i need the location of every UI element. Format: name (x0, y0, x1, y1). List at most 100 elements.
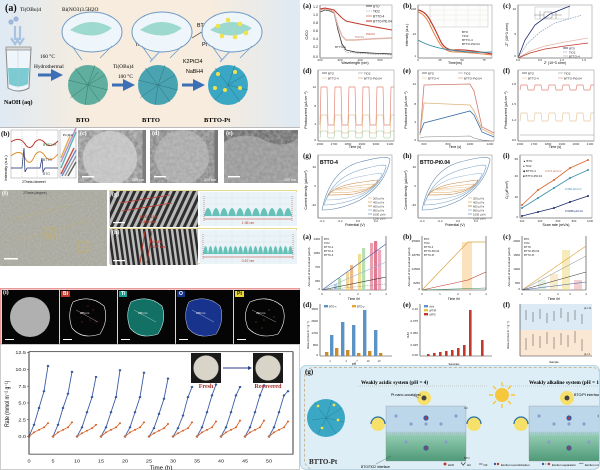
svg-text:160 °C: 160 °C (40, 53, 55, 60)
svg-text:0.5: 0.5 (538, 58, 543, 62)
svg-text:Exciton recombination: Exciton recombination (501, 463, 530, 467)
svg-text:1.0: 1.0 (313, 13, 318, 17)
svg-text:0: 0 (318, 287, 320, 291)
svg-text:Pt0.04: Pt0.04 (366, 32, 375, 36)
svg-text:200: 200 (317, 58, 322, 62)
svg-text:0.4: 0.4 (313, 37, 318, 41)
svg-text:Pt (111): Pt (111) (63, 133, 73, 137)
svg-text:Current density (µA/cm²): Current density (µA/cm²) (404, 170, 408, 209)
svg-text:1700: 1700 (531, 142, 538, 146)
svg-text:18750: 18750 (412, 253, 421, 257)
svg-text:400: 400 (538, 219, 543, 223)
svg-text:0: 0 (417, 58, 419, 62)
svg-text:BTTO-4: BTTO-4 (528, 77, 539, 81)
svg-text:Amount of H2 evolved (µmol): Amount of H2 evolved (µmol) (407, 248, 411, 287)
svg-text:1.2: 1.2 (313, 5, 318, 9)
svg-text:10: 10 (513, 7, 517, 11)
svg-text:H2: H2 (467, 463, 471, 467)
svg-text:TiO2: TiO2 (324, 241, 330, 245)
svg-text:200 nm: 200 nm (132, 178, 144, 182)
svg-text:200 nm: 200 nm (284, 178, 296, 182)
svg-text:uVis: uVis (429, 305, 435, 309)
svg-text:1: 1 (539, 292, 541, 296)
svg-text:1000: 1000 (513, 267, 520, 271)
svg-text:1: 1 (339, 292, 341, 296)
svg-text:BTO: BTO (524, 237, 529, 241)
svg-text:BTTO-4: BTTO-4 (424, 245, 434, 249)
svg-text:BTTO-Pt: BTTO-Pt (43, 143, 56, 147)
svg-text:0: 0 (521, 292, 523, 296)
svg-text:◆ BTTO-4: ◆ BTTO-4 (523, 169, 536, 173)
svg-text:Potential (V): Potential (V) (445, 223, 465, 227)
svg-text:O2: O2 (484, 463, 488, 467)
svg-text:2800: 2800 (345, 142, 352, 146)
svg-text:b: b (81, 246, 84, 252)
svg-text:-40: -40 (312, 203, 317, 207)
svg-text:600: 600 (421, 142, 426, 146)
svg-text:TiO2: TiO2 (524, 241, 530, 245)
svg-text:1.2: 1.2 (512, 118, 517, 122)
svg-text:1200 µV/s: 1200 µV/s (473, 217, 486, 221)
svg-text:1.8: 1.8 (512, 82, 517, 86)
svg-text:2000: 2000 (573, 142, 580, 146)
svg-text:0: 0 (516, 215, 518, 219)
svg-text:Pt0.04: Pt0.04 (355, 35, 364, 39)
svg-text:TiO2: TiO2 (364, 72, 371, 76)
svg-text:6250: 6250 (413, 281, 420, 285)
svg-text:uFTIR: uFTIR (429, 309, 436, 313)
svg-text:40: 40 (413, 165, 417, 169)
svg-text:60: 60 (515, 157, 519, 161)
svg-text:▲ BTO: ▲ BTO (523, 159, 533, 163)
svg-text:4: 4 (345, 359, 347, 363)
svg-text:Cj (µF/cm²): Cj (µF/cm²) (505, 181, 509, 199)
svg-text:13: 13 (377, 359, 381, 363)
svg-text:BTTO-Pt0.04: BTTO-Pt0.04 (464, 77, 482, 81)
svg-text:TiO2: TiO2 (564, 72, 571, 76)
svg-text:Pt nano-cocatalyst: Pt nano-cocatalyst (391, 393, 421, 397)
svg-text:Rate (mmol m⁻² g⁻¹): Rate (mmol m⁻² g⁻¹) (506, 321, 510, 349)
svg-text:1.5: 1.5 (512, 102, 517, 106)
svg-text:1.96 nm: 1.96 nm (242, 221, 255, 225)
svg-text:Time (s): Time (s) (449, 145, 461, 149)
svg-text:-0.2: -0.2 (337, 219, 343, 223)
svg-text:10: 10 (366, 359, 370, 363)
svg-text:800: 800 (313, 343, 318, 347)
svg-text:TiO2: TiO2 (424, 241, 430, 245)
svg-text:0: 0 (421, 292, 423, 296)
svg-text:0.326 nm: 0.326 nm (140, 220, 157, 224)
svg-text:NaBH4: NaBH4 (186, 69, 203, 75)
svg-text:Weakly alkaline system (pH =: Weakly alkaline system (pH = 11) (529, 379, 600, 386)
svg-text:0.0: 0.0 (356, 219, 361, 223)
svg-text:Intensity (a.u.): Intensity (a.u.) (3, 155, 8, 181)
svg-text:0: 0 (418, 287, 420, 291)
svg-text:1: 1 (439, 292, 441, 296)
svg-text:4: 4 (314, 122, 316, 126)
svg-text:0: 0 (414, 184, 416, 188)
svg-text:3: 3 (369, 292, 371, 296)
svg-text:K2PtCl4: K2PtCl4 (183, 59, 202, 65)
svg-text:-Z'' (10^3 ohm): -Z'' (10^3 ohm) (505, 23, 509, 47)
svg-text:8: 8 (314, 104, 316, 108)
svg-text:1000: 1000 (467, 142, 474, 146)
svg-text:300: 300 (337, 58, 342, 62)
svg-text:75: 75 (482, 58, 486, 62)
svg-text:2000: 2000 (513, 239, 520, 243)
svg-text:BTTO-Pt0.04: BTTO-Pt0.04 (364, 77, 382, 81)
svg-text:0.0: 0.0 (456, 219, 461, 223)
svg-text:0.6: 0.6 (313, 29, 318, 33)
svg-text:a: a (48, 232, 51, 238)
svg-text:Amount of H2 evolved (µmol): Amount of H2 evolved (µmol) (507, 248, 511, 287)
svg-text:BTTO-4: BTTO-4 (428, 77, 439, 81)
svg-text:BTO: BTO (76, 117, 90, 124)
svg-text:4: 4 (385, 292, 387, 296)
svg-text:Weakly acidic system (pH = 4): Weakly acidic system (pH = 4) (361, 379, 428, 386)
svg-text:4: 4 (414, 120, 416, 124)
svg-text:Current density (µA/cm²): Current density (µA/cm²) (304, 170, 308, 209)
svg-text:2Theta (degree): 2Theta (degree) (23, 191, 47, 195)
svg-text:3500: 3500 (311, 307, 318, 311)
svg-text:Amount of H2 evolved (µmol): Amount of H2 evolved (µmol) (307, 248, 311, 287)
svg-text:Scan rate (mV/s): Scan rate (mV/s) (543, 223, 570, 227)
svg-text:7: 7 (356, 359, 358, 363)
svg-text:0.050: 0.050 (410, 331, 418, 335)
svg-text:uXPS: uXPS (429, 313, 436, 317)
